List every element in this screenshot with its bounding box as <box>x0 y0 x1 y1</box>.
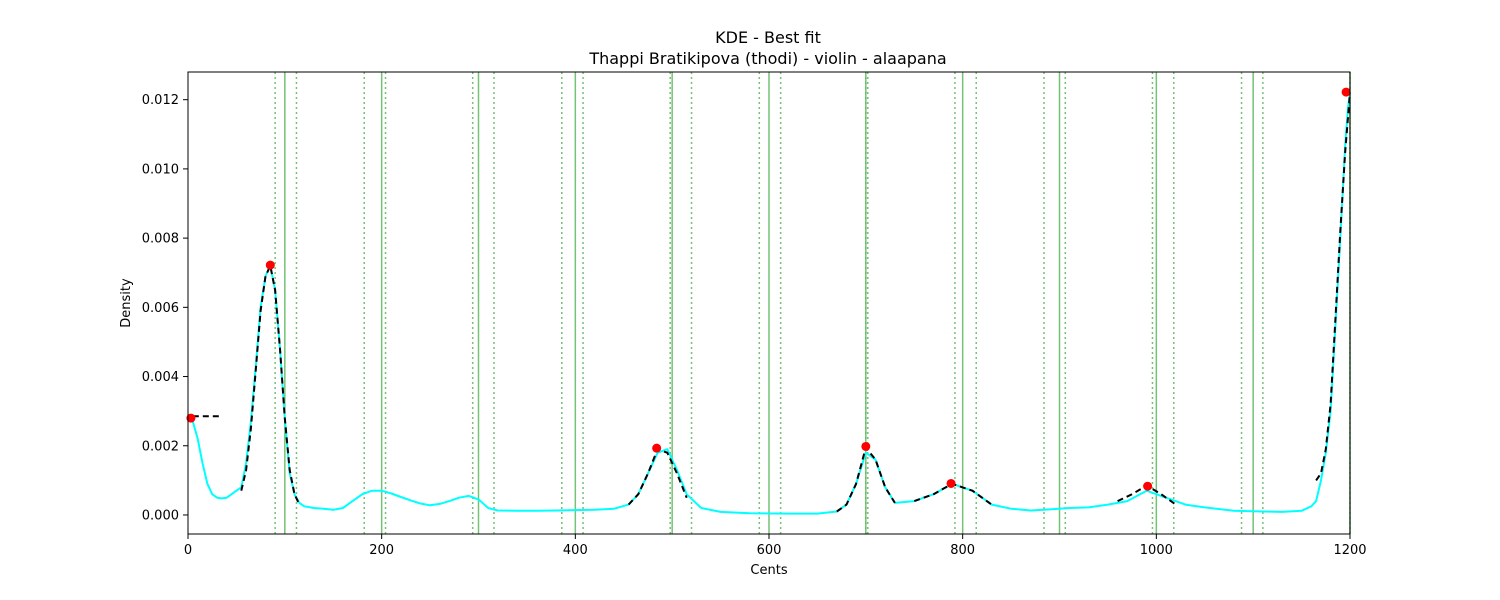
x-axis-ticks: 0 200 400 600 800 1000 1200 <box>184 534 1367 558</box>
y-tick-label: 0.000 <box>142 508 179 523</box>
best-fit-layer <box>192 92 1351 513</box>
peak-point <box>652 443 662 453</box>
chart-title: KDE - Best fit <box>715 28 821 47</box>
y-tick-label: 0.008 <box>142 232 179 247</box>
y-tick-label: 0.012 <box>142 93 179 108</box>
kde-line <box>191 92 1351 515</box>
peak-point <box>265 260 275 270</box>
peak-point <box>1143 481 1153 491</box>
x-tick-label: 0 <box>184 543 192 558</box>
x-tick-label: 400 <box>563 543 588 558</box>
x-tick-label: 600 <box>757 543 782 558</box>
peak-markers <box>186 87 1351 491</box>
y-tick-label: 0.010 <box>142 162 179 177</box>
x-tick-label: 1200 <box>1333 543 1366 558</box>
peak-point <box>861 441 871 451</box>
chart-subtitle: Thappi Bratikipova (thodi) - violin - al… <box>588 49 946 68</box>
x-tick-label: 200 <box>369 543 394 558</box>
peak-point <box>946 478 956 488</box>
y-axis-ticks: 0.000 0.002 0.004 0.006 0.008 0.010 0.012 <box>142 93 188 523</box>
y-tick-label: 0.004 <box>142 370 179 385</box>
y-axis-label: Density <box>119 278 134 328</box>
peak-point <box>186 413 196 423</box>
x-tick-label: 800 <box>950 543 975 558</box>
peak-point <box>1341 87 1351 97</box>
reference-lines <box>274 72 1351 534</box>
y-tick-label: 0.006 <box>142 301 179 316</box>
fit-segment <box>240 264 301 506</box>
x-axis-label: Cents <box>750 563 787 578</box>
kde-curve-layer <box>191 92 1351 515</box>
fit-segment <box>627 448 688 506</box>
fit-segment <box>1315 92 1351 481</box>
y-tick-label: 0.002 <box>142 439 179 454</box>
x-tick-label: 1000 <box>1140 543 1173 558</box>
